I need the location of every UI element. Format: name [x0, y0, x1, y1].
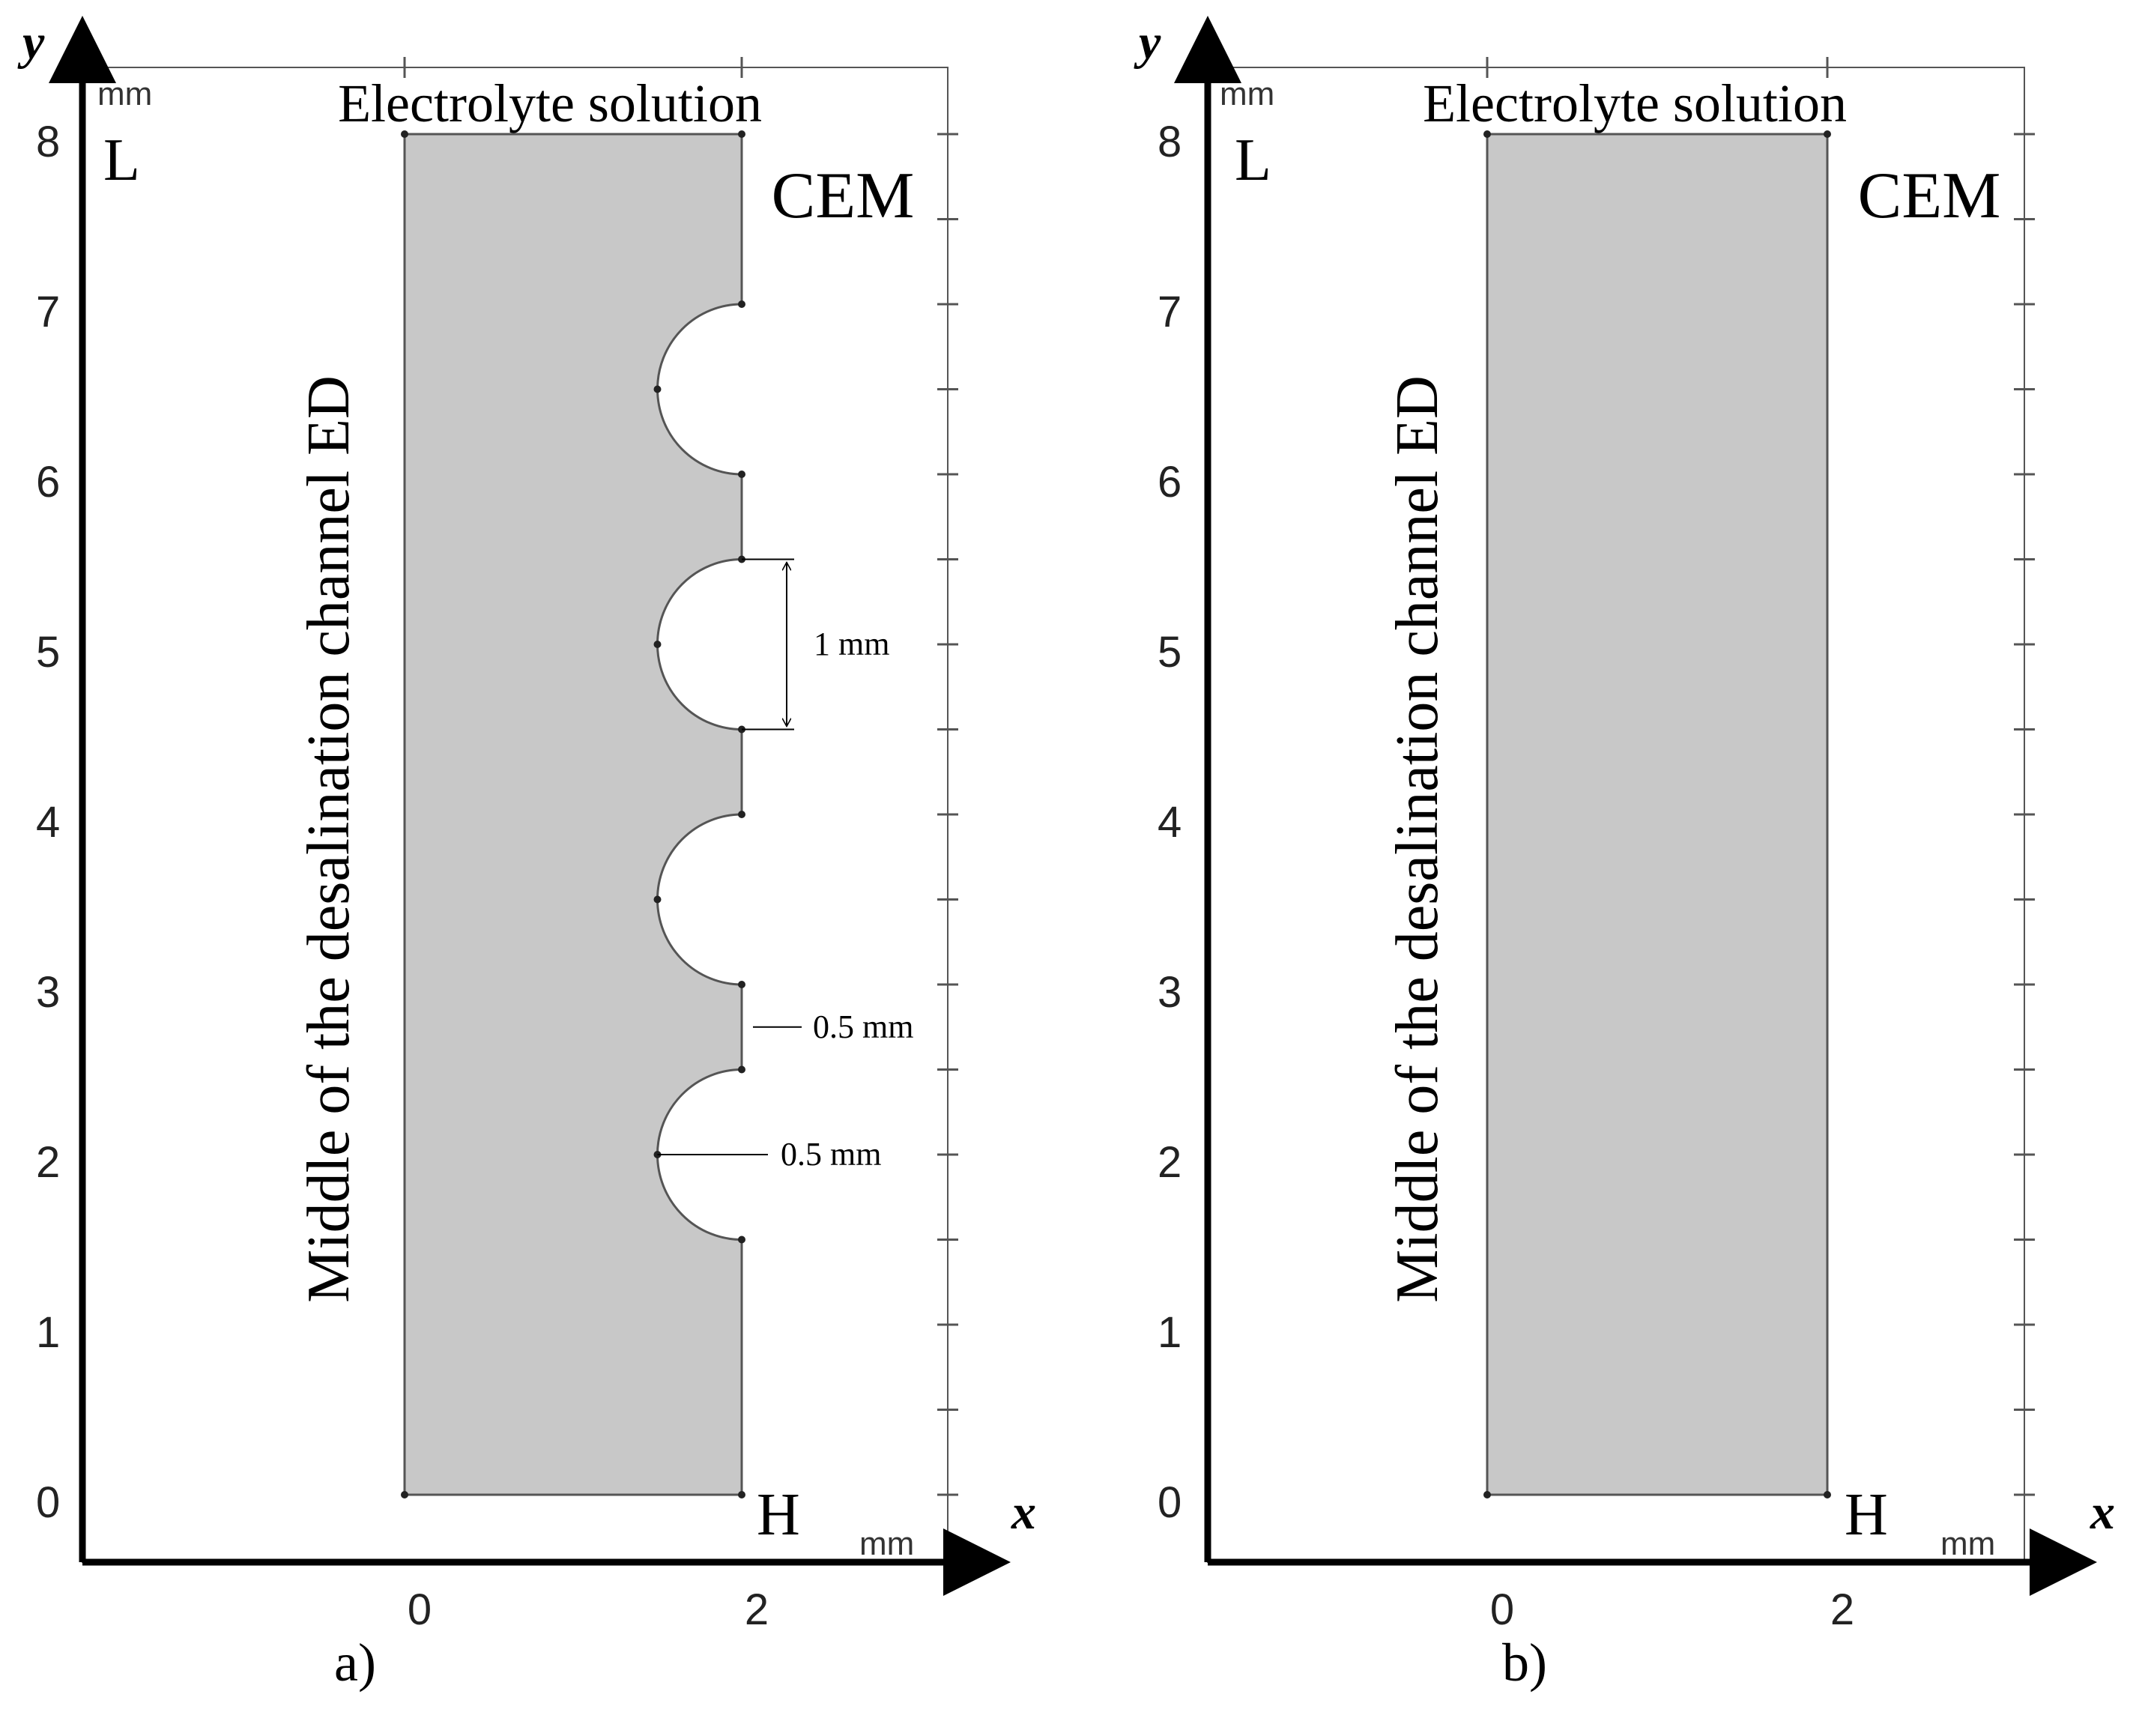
- y-tick-label: 6: [1158, 458, 1182, 506]
- y-axis-label: y: [17, 15, 45, 70]
- tick-marks: [1486, 57, 2035, 1496]
- gap-label: 0.5 mm: [813, 1008, 913, 1045]
- y-tick-label: 4: [1158, 798, 1182, 847]
- y-tick-label: 3: [36, 968, 60, 1017]
- y-tick-label: 0: [36, 1478, 60, 1527]
- y-tick-label: 7: [36, 288, 60, 336]
- x-unit-label: mm: [1940, 1525, 1995, 1562]
- x-tick-label: 2: [1830, 1585, 1854, 1634]
- vertex-point: [738, 1065, 745, 1074]
- corner-label-bottom: H: [757, 1482, 800, 1548]
- geometry-vertices: [401, 130, 745, 1498]
- vertex-point: [738, 811, 745, 818]
- panel-b-caption: b): [1502, 1633, 1547, 1693]
- vertex-point: [653, 385, 662, 393]
- vertex-point: [738, 471, 745, 478]
- corner-label-top: L: [103, 127, 140, 193]
- vertex-point: [1824, 130, 1831, 138]
- y-tick-label: 0: [1158, 1478, 1182, 1527]
- vertex-point: [1483, 1491, 1491, 1498]
- vertex-point: [401, 130, 408, 138]
- x-unit-label: mm: [859, 1525, 914, 1562]
- membrane-label: CEM: [772, 160, 915, 232]
- dimension-annotations: 1 mm 0.5 mm 0.5 mm: [657, 558, 913, 1173]
- vertex-point: [738, 981, 745, 988]
- panel-a-caption: a): [334, 1633, 376, 1693]
- top-boundary-label: Electrolyte solution: [1423, 73, 1847, 133]
- y-tick-labels: 0 1 2 3 4 5 6 7 8: [36, 118, 60, 1527]
- corner-label-bottom: H: [1845, 1482, 1888, 1548]
- y-tick-label: 6: [36, 458, 60, 506]
- x-axis-label: x: [1011, 1485, 1036, 1540]
- vertex-point: [653, 641, 662, 648]
- vertex-point: [1483, 130, 1491, 138]
- tick-marks: [403, 57, 958, 1496]
- simulation-domain: [1486, 133, 1829, 1496]
- x-tick-label: 0: [408, 1585, 432, 1634]
- y-tick-label: 5: [36, 628, 60, 677]
- y-tick-label: 8: [1158, 118, 1182, 166]
- x-tick-label: 0: [1490, 1585, 1514, 1634]
- y-unit-label: mm: [97, 76, 152, 112]
- radius-label: 0.5 mm: [781, 1136, 881, 1173]
- vertex-point: [738, 300, 745, 308]
- y-tick-label: 8: [36, 118, 60, 166]
- y-tick-labels: 0 1 2 3 4 5 6 7 8: [1158, 118, 1182, 1527]
- side-boundary-label: Middle of the desalination channel ED: [1385, 375, 1450, 1302]
- geometry-vertices: [1483, 130, 1831, 1498]
- y-axis-label: y: [1134, 15, 1161, 70]
- y-unit-label: mm: [1220, 76, 1274, 112]
- vertex-point: [738, 1236, 745, 1244]
- corner-label-top: L: [1235, 127, 1271, 193]
- diameter-label: 1 mm: [814, 626, 889, 662]
- simulation-domain: [403, 133, 743, 1496]
- vertex-point: [1824, 1491, 1831, 1498]
- vertex-point: [401, 1491, 408, 1498]
- y-tick-label: 4: [36, 798, 60, 847]
- y-tick-label: 3: [1158, 968, 1182, 1017]
- y-tick-label: 2: [1158, 1138, 1182, 1187]
- vertex-point: [738, 1491, 745, 1498]
- side-boundary-label: Middle of the desalination channel ED: [296, 375, 362, 1302]
- vertex-point: [738, 130, 745, 138]
- vertex-point: [653, 895, 662, 904]
- y-tick-label: 2: [36, 1138, 60, 1187]
- y-tick-label: 5: [1158, 628, 1182, 677]
- top-boundary-label: Electrolyte solution: [338, 73, 762, 133]
- x-axis-label: x: [2090, 1485, 2115, 1540]
- x-tick-label: 2: [745, 1585, 769, 1634]
- y-tick-label: 7: [1158, 288, 1182, 336]
- membrane-label: CEM: [1858, 160, 2001, 232]
- y-tick-label: 1: [36, 1308, 60, 1357]
- y-tick-label: 1: [1158, 1308, 1182, 1357]
